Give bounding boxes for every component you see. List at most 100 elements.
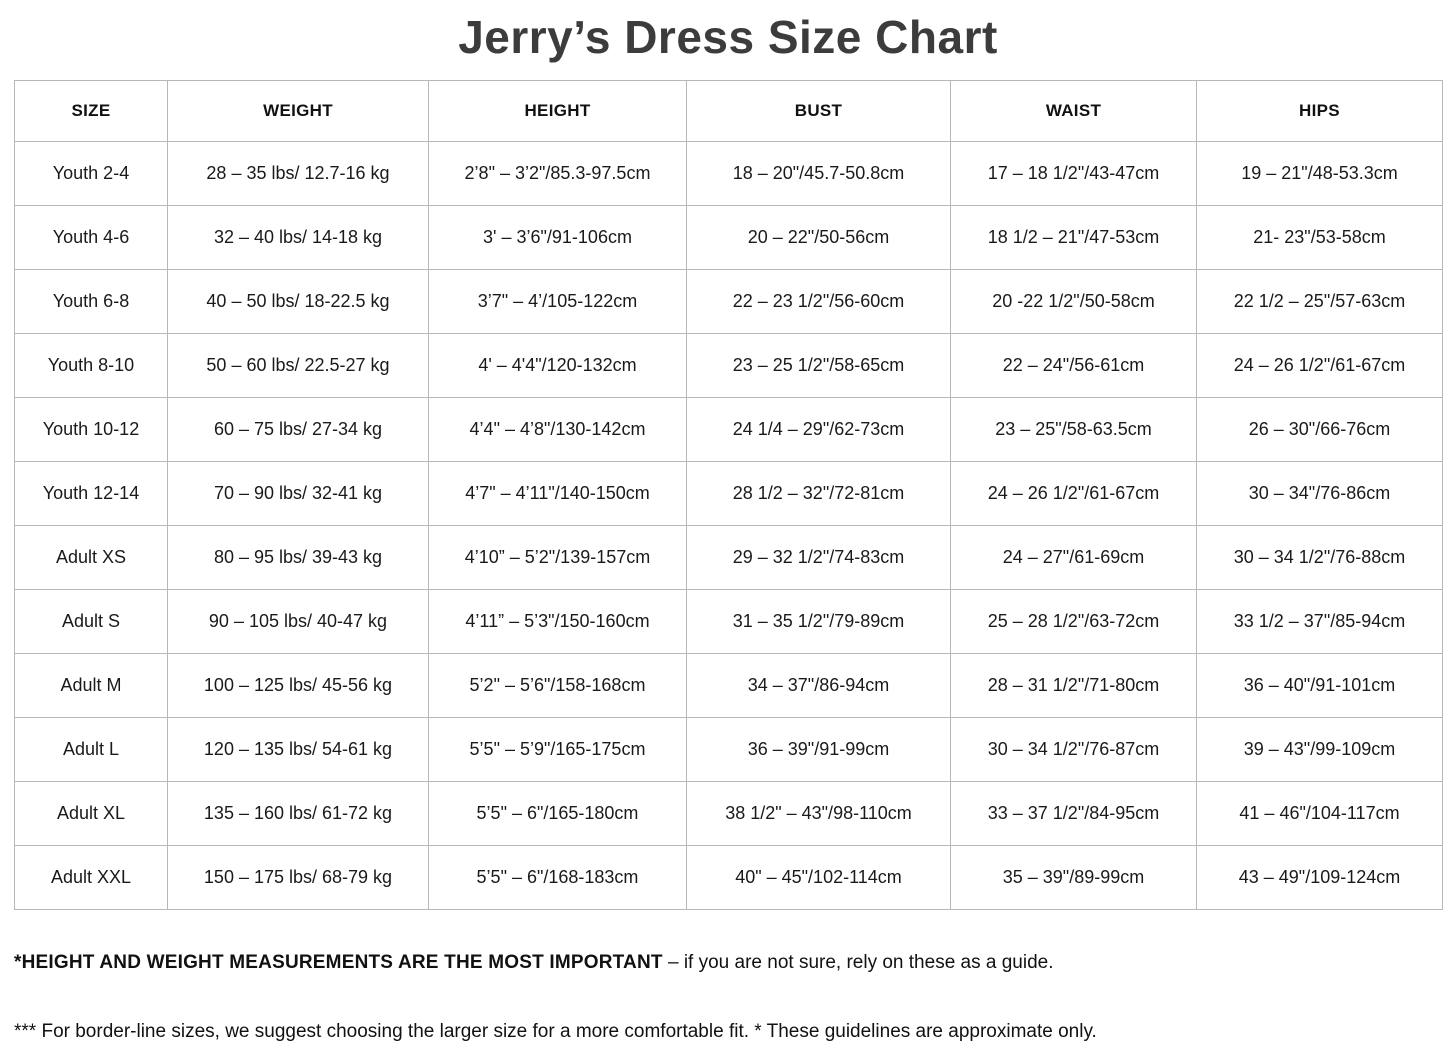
header-row: SIZE WEIGHT HEIGHT BUST WAIST HIPS: [14, 80, 1443, 142]
column-header-waist: WAIST: [950, 80, 1197, 142]
bust-cell: 24 1/4 – 29"/62-73cm: [686, 397, 951, 462]
height-cell: 5’5" – 6"/168-183cm: [428, 845, 687, 910]
bust-cell: 28 1/2 – 32"/72-81cm: [686, 461, 951, 526]
weight-cell: 28 – 35 lbs/ 12.7-16 kg: [167, 141, 429, 206]
waist-cell: 28 – 31 1/2"/71-80cm: [950, 653, 1197, 718]
footnotes: *HEIGHT AND WEIGHT MEASUREMENTS ARE THE …: [14, 952, 1442, 1043]
height-cell: 4’10” – 5’2"/139-157cm: [428, 525, 687, 590]
size-cell: Youth 6-8: [14, 269, 168, 334]
table-row: Youth 2-4 28 – 35 lbs/ 12.7-16 kg 2’8" – 3…: [14, 141, 1443, 206]
weight-cell: 50 – 60 lbs/ 22.5-27 kg: [167, 333, 429, 398]
size-cell: Adult S: [14, 589, 168, 654]
table-row: Youth 6-8 40 – 50 lbs/ 18-22.5 kg 3’7" – 4…: [14, 269, 1443, 334]
column-header-bust: BUST: [686, 80, 951, 142]
weight-cell: 40 – 50 lbs/ 18-22.5 kg: [167, 269, 429, 334]
size-cell: Youth 10-12: [14, 397, 168, 462]
waist-cell: 33 – 37 1/2"/84-95cm: [950, 781, 1197, 846]
waist-cell: 18 1/2 – 21"/47-53cm: [950, 205, 1197, 270]
hips-cell: 19 – 21"/48-53.3cm: [1196, 141, 1443, 206]
table-row: Youth 12-14 70 – 90 lbs/ 32-41 kg 4’7" – 4…: [14, 461, 1443, 526]
size-cell: Adult L: [14, 717, 168, 782]
footnote-measurements-rest: – if you are not sure, rely on these as …: [662, 952, 1054, 973]
bust-cell: 36 – 39"/91-99cm: [686, 717, 951, 782]
height-cell: 3' – 3’6"/91-106cm: [428, 205, 687, 270]
hips-cell: 33 1/2 – 37"/85-94cm: [1196, 589, 1443, 654]
bust-cell: 31 – 35 1/2"/79-89cm: [686, 589, 951, 654]
hips-cell: 26 – 30"/66-76cm: [1196, 397, 1443, 462]
bust-cell: 18 – 20"/45.7-50.8cm: [686, 141, 951, 206]
height-cell: 5’5" – 5’9"/165-175cm: [428, 717, 687, 782]
size-cell: Adult M: [14, 653, 168, 718]
weight-cell: 100 – 125 lbs/ 45-56 kg: [167, 653, 429, 718]
bust-cell: 34 – 37"/86-94cm: [686, 653, 951, 718]
table-row: Adult XXL 150 – 175 lbs/ 68-79 kg 5’5" – 6…: [14, 845, 1443, 910]
weight-cell: 150 – 175 lbs/ 68-79 kg: [167, 845, 429, 910]
hips-cell: 41 – 46"/104-117cm: [1196, 781, 1443, 846]
hips-cell: 21- 23"/53-58cm: [1196, 205, 1443, 270]
table-body: Youth 2-4 28 – 35 lbs/ 12.7-16 kg 2’8" – 3…: [14, 141, 1443, 910]
weight-cell: 120 – 135 lbs/ 54-61 kg: [167, 717, 429, 782]
bust-cell: 22 – 23 1/2"/56-60cm: [686, 269, 951, 334]
waist-cell: 23 – 25"/58-63.5cm: [950, 397, 1197, 462]
size-cell: Youth 8-10: [14, 333, 168, 398]
waist-cell: 20 -22 1/2"/50-58cm: [950, 269, 1197, 334]
hips-cell: 39 – 43"/99-109cm: [1196, 717, 1443, 782]
column-header-hips: HIPS: [1196, 80, 1443, 142]
hips-cell: 24 – 26 1/2"/61-67cm: [1196, 333, 1443, 398]
weight-cell: 32 – 40 lbs/ 14-18 kg: [167, 205, 429, 270]
bust-cell: 38 1/2" – 43"/98-110cm: [686, 781, 951, 846]
column-header-height: HEIGHT: [428, 80, 687, 142]
hips-cell: 43 – 49"/109-124cm: [1196, 845, 1443, 910]
waist-cell: 35 – 39"/89-99cm: [950, 845, 1197, 910]
weight-cell: 70 – 90 lbs/ 32-41 kg: [167, 461, 429, 526]
size-chart-table: SIZE WEIGHT HEIGHT BUST WAIST HIPS Youth…: [14, 80, 1443, 910]
waist-cell: 25 – 28 1/2"/63-72cm: [950, 589, 1197, 654]
page-title: Jerry’s Dress Size Chart: [458, 11, 998, 63]
footnote-borderline: *** For border-line sizes, we suggest ch…: [14, 1021, 1097, 1042]
height-cell: 4' – 4'4"/120-132cm: [428, 333, 687, 398]
height-cell: 4’4" – 4’8"/130-142cm: [428, 397, 687, 462]
size-cell: Youth 4-6: [14, 205, 168, 270]
height-cell: 4’11” – 5’3"/150-160cm: [428, 589, 687, 654]
page: Jerry’s Dress Size Chart SIZE WEIGHT HEI…: [0, 10, 1456, 1043]
waist-cell: 30 – 34 1/2"/76-87cm: [950, 717, 1197, 782]
table-row: Adult XS 80 – 95 lbs/ 39-43 kg 4’10” – 5’2…: [14, 525, 1443, 590]
column-header-weight: WEIGHT: [167, 80, 429, 142]
hips-cell: 36 – 40"/91-101cm: [1196, 653, 1443, 718]
footnote-measurements-bold: *HEIGHT AND WEIGHT MEASUREMENTS ARE THE …: [14, 952, 663, 973]
height-cell: 5’5" – 6"/165-180cm: [428, 781, 687, 846]
waist-cell: 24 – 27"/61-69cm: [950, 525, 1197, 590]
height-cell: 5’2" – 5’6"/158-168cm: [428, 653, 687, 718]
size-cell: Adult XXL: [14, 845, 168, 910]
waist-cell: 24 – 26 1/2"/61-67cm: [950, 461, 1197, 526]
hips-cell: 30 – 34 1/2"/76-88cm: [1196, 525, 1443, 590]
table-row: Adult L 120 – 135 lbs/ 54-61 kg 5’5" – 5’9…: [14, 717, 1443, 782]
table-row: Adult S 90 – 105 lbs/ 40-47 kg 4’11” – 5’3…: [14, 589, 1443, 654]
bust-cell: 29 – 32 1/2"/74-83cm: [686, 525, 951, 590]
height-cell: 2’8" – 3’2"/85.3-97.5cm: [428, 141, 687, 206]
bust-cell: 20 – 22"/50-56cm: [686, 205, 951, 270]
footnote-measurements: *HEIGHT AND WEIGHT MEASUREMENTS ARE THE …: [14, 952, 1442, 974]
size-cell: Youth 2-4: [14, 141, 168, 206]
waist-cell: 17 – 18 1/2"/43-47cm: [950, 141, 1197, 206]
size-cell: Adult XL: [14, 781, 168, 846]
size-cell: Adult XS: [14, 525, 168, 590]
bust-cell: 23 – 25 1/2"/58-65cm: [686, 333, 951, 398]
table-row: Adult XL 135 – 160 lbs/ 61-72 kg 5’5" – 6"…: [14, 781, 1443, 846]
waist-cell: 22 – 24"/56-61cm: [950, 333, 1197, 398]
table-row: Youth 10-12 60 – 75 lbs/ 27-34 kg 4’4" – 4…: [14, 397, 1443, 462]
size-cell: Youth 12-14: [14, 461, 168, 526]
hips-cell: 30 – 34"/76-86cm: [1196, 461, 1443, 526]
hips-cell: 22 1/2 – 25"/57-63cm: [1196, 269, 1443, 334]
table-row: Adult M 100 – 125 lbs/ 45-56 kg 5’2" – 5’6…: [14, 653, 1443, 718]
height-cell: 4’7" – 4’11"/140-150cm: [428, 461, 687, 526]
table-row: Youth 4-6 32 – 40 lbs/ 14-18 kg 3' – 3’6"/…: [14, 205, 1443, 270]
weight-cell: 135 – 160 lbs/ 61-72 kg: [167, 781, 429, 846]
column-header-size: SIZE: [14, 80, 168, 142]
bust-cell: 40" – 45"/102-114cm: [686, 845, 951, 910]
weight-cell: 90 – 105 lbs/ 40-47 kg: [167, 589, 429, 654]
weight-cell: 80 – 95 lbs/ 39-43 kg: [167, 525, 429, 590]
height-cell: 3’7" – 4’/105-122cm: [428, 269, 687, 334]
weight-cell: 60 – 75 lbs/ 27-34 kg: [167, 397, 429, 462]
table-row: Youth 8-10 50 – 60 lbs/ 22.5-27 kg 4' – 4'…: [14, 333, 1443, 398]
